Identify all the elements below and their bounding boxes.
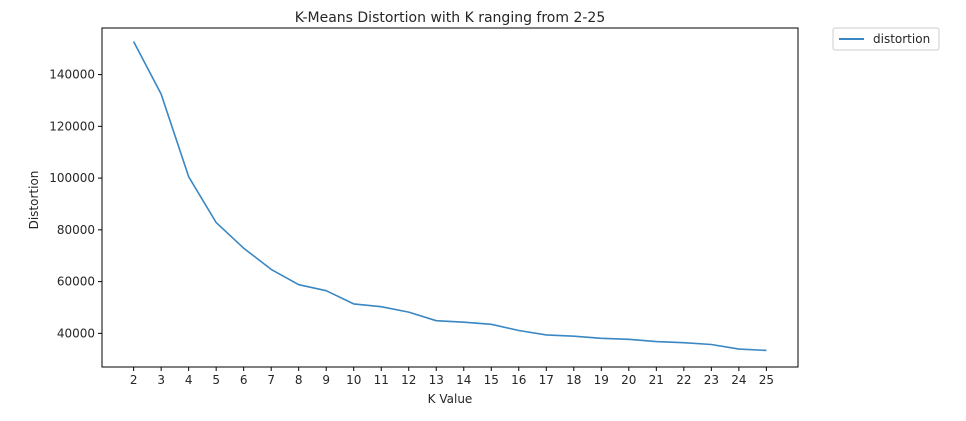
x-tick-label: 24 (731, 373, 746, 387)
x-tick-label: 14 (456, 373, 471, 387)
series-line-distortion (132, 41, 767, 352)
x-axis-label: K Value (428, 392, 473, 406)
x-tick-label: 18 (566, 373, 581, 387)
y-tick-label: 80000 (57, 223, 95, 237)
x-tick-label: 11 (374, 373, 389, 387)
x-tick-label: 12 (401, 373, 416, 387)
x-tick-label: 2 (130, 373, 138, 387)
x-tick-label: 20 (621, 373, 636, 387)
x-tick-label: 21 (649, 373, 664, 387)
plot-area (101, 27, 799, 368)
x-tick-label: 16 (511, 373, 526, 387)
x-tick-label: 9 (322, 373, 330, 387)
y-tick-label: 60000 (57, 275, 95, 289)
y-tick-label: 140000 (49, 68, 95, 82)
x-tick-label: 5 (212, 373, 220, 387)
legend: distortion (832, 27, 940, 51)
x-tick-label: 10 (346, 373, 361, 387)
x-tick-label: 13 (429, 373, 444, 387)
chart-title: K-Means Distortion with K ranging from 2… (295, 10, 605, 26)
y-tick-label: 40000 (57, 326, 95, 340)
x-tick-label: 6 (240, 373, 248, 387)
y-tick-label: 120000 (49, 119, 95, 133)
x-tick-label: 4 (185, 373, 193, 387)
x-tick-label: 23 (704, 373, 719, 387)
x-tick-label: 8 (295, 373, 303, 387)
x-tick-label: 7 (267, 373, 275, 387)
series-layer (132, 41, 767, 352)
x-tick-label: 19 (594, 373, 609, 387)
legend-box (832, 27, 940, 51)
y-axis-label: Distortion (27, 171, 41, 230)
y-axis-ticks: 40000 60000 80000 100000 120000 140000 (49, 68, 102, 340)
x-tick-label: 15 (484, 373, 499, 387)
x-tick-label: 3 (157, 373, 165, 387)
x-tick-label: 22 (676, 373, 691, 387)
legend-label-distortion: distortion (873, 32, 930, 46)
x-axis-ticks: 2 3 4 5 6 7 8 9 10 11 12 13 14 15 16 17 18 19 20 21 22 23 24 25 (130, 367, 774, 387)
x-tick-label: 25 (759, 373, 774, 387)
x-tick-label: 17 (539, 373, 554, 387)
y-tick-label: 100000 (49, 171, 95, 185)
